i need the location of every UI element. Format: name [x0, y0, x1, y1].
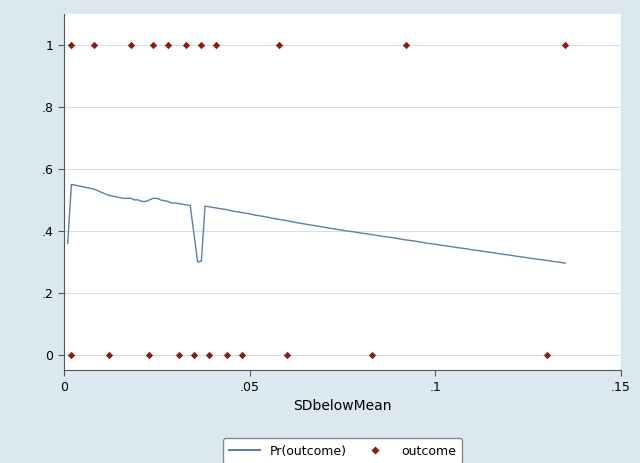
Point [144, 351, 154, 359]
Point [401, 41, 411, 49]
Point [204, 351, 214, 359]
Point [237, 351, 247, 359]
Point [174, 351, 184, 359]
Point [222, 351, 232, 359]
X-axis label: SDbelowMean: SDbelowMean [293, 400, 392, 413]
Point [541, 351, 552, 359]
Point [88, 41, 99, 49]
Point [163, 41, 173, 49]
Point [196, 41, 207, 49]
Point [148, 41, 158, 49]
Point [67, 41, 77, 49]
Point [274, 41, 284, 49]
Point [367, 351, 377, 359]
Point [189, 351, 199, 359]
Legend: Pr(outcome), outcome: Pr(outcome), outcome [223, 438, 462, 463]
Point [282, 351, 292, 359]
Point [67, 351, 77, 359]
Point [125, 41, 136, 49]
Point [560, 41, 570, 49]
Point [211, 41, 221, 49]
Point [104, 351, 114, 359]
Point [181, 41, 191, 49]
